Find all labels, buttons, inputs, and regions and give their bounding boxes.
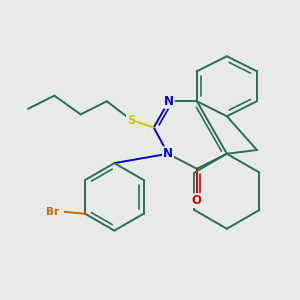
Text: S: S	[127, 113, 136, 127]
Text: Br: Br	[46, 207, 59, 217]
Text: N: N	[163, 147, 173, 160]
Text: O: O	[192, 194, 202, 207]
Text: N: N	[164, 95, 174, 108]
